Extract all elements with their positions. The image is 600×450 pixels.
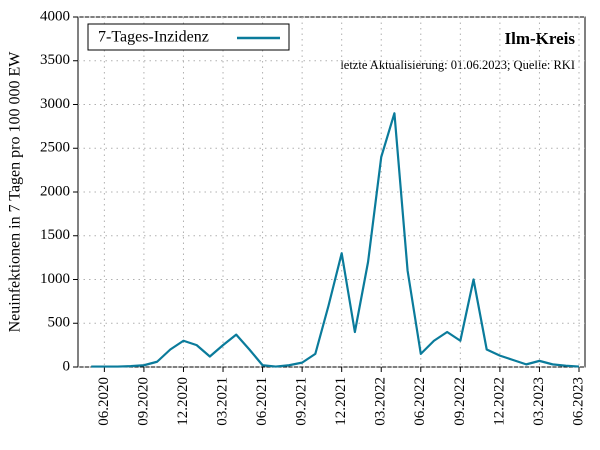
y-tick-label: 1000 bbox=[40, 271, 70, 287]
y-tick-label: 4000 bbox=[40, 8, 70, 24]
chart-title: Ilm-Kreis bbox=[504, 29, 575, 48]
x-tick-label: 09.2020 bbox=[135, 377, 151, 426]
x-tick-label: 06.2021 bbox=[254, 377, 270, 426]
x-tick-label: 12.2021 bbox=[333, 377, 349, 426]
y-tick-label: 500 bbox=[48, 315, 71, 331]
x-tick-label: 09.2021 bbox=[294, 377, 310, 426]
legend-label: 7-Tages-Inzidenz bbox=[98, 29, 209, 46]
y-tick-label: 3000 bbox=[40, 96, 70, 112]
y-tick-label: 2000 bbox=[40, 183, 70, 199]
x-tick-label: 06.2020 bbox=[96, 377, 112, 426]
y-axis-label: Neuinfektionen in 7 Tagen pro 100 000 EW bbox=[7, 51, 24, 333]
x-tick-label: 03.2021 bbox=[214, 377, 230, 426]
x-tick-label: 09.2022 bbox=[452, 377, 468, 426]
x-tick-label: 12.2022 bbox=[491, 377, 507, 426]
x-tick-label: 03.2022 bbox=[373, 377, 389, 426]
x-tick-label: 06.2023 bbox=[570, 377, 586, 426]
y-tick-label: 2500 bbox=[40, 140, 70, 156]
x-tick-label: 03.2023 bbox=[531, 377, 547, 426]
y-tick-label: 0 bbox=[63, 358, 71, 374]
x-tick-label: 12.2020 bbox=[175, 377, 191, 426]
y-tick-label: 1500 bbox=[40, 227, 70, 243]
x-tick-label: 06.2022 bbox=[412, 377, 428, 426]
y-tick-label: 3500 bbox=[40, 52, 70, 68]
data-line bbox=[91, 112, 580, 368]
chart-subtitle: letzte Aktualisierung: 01.06.2023; Quell… bbox=[340, 58, 575, 72]
